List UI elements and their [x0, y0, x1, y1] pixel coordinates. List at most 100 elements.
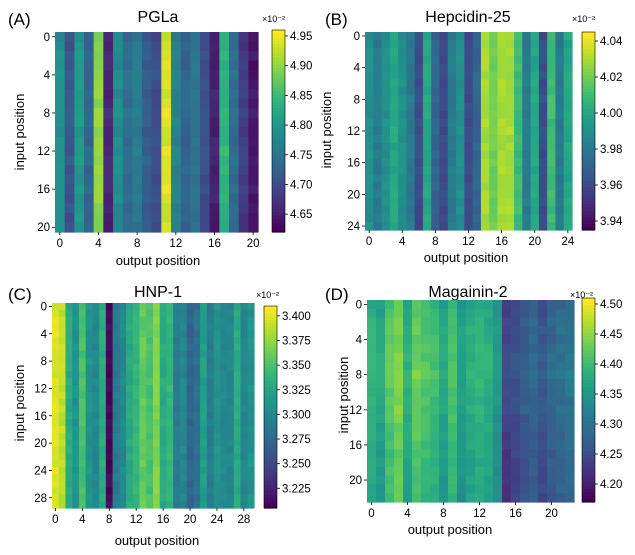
- colorbar-segment: [582, 440, 595, 445]
- heatmap-cell: [489, 127, 499, 136]
- heatmap-cell: [200, 391, 208, 400]
- heatmap-cell: [247, 378, 255, 386]
- colorbar-segment: [264, 413, 277, 418]
- heatmap-cell: [93, 165, 104, 176]
- heatmap-cell: [200, 405, 208, 413]
- heatmap-cell: [365, 39, 374, 49]
- heatmap-cell: [398, 63, 407, 73]
- colorbar-segment: [582, 51, 595, 56]
- heatmap-cell: [511, 308, 521, 319]
- y-tick-label: 4: [354, 63, 361, 75]
- heatmap-cell: [92, 405, 100, 413]
- heatmap-cell: [385, 405, 395, 415]
- heatmap-cell: [502, 343, 512, 354]
- heatmap-cell: [447, 119, 457, 128]
- heatmap-cell: [497, 79, 507, 89]
- y-axis-label: input position: [12, 365, 27, 442]
- heatmap-cell: [475, 440, 485, 450]
- heatmap-cell: [200, 203, 211, 214]
- colorbar-segment: [264, 457, 277, 462]
- heatmap-cell: [439, 71, 449, 81]
- heatmap-cell: [84, 136, 95, 147]
- heatmap-cell: [92, 357, 100, 366]
- heatmap-cell: [480, 198, 490, 207]
- heatmap-cell: [367, 458, 377, 468]
- heatmap-cell: [72, 364, 80, 372]
- heatmap-cell: [376, 343, 386, 354]
- colorbar-segment: [582, 345, 595, 350]
- heatmap-cell: [430, 317, 440, 327]
- heatmap-cell: [565, 440, 575, 450]
- heatmap-cell: [430, 379, 440, 389]
- heatmap-cell: [489, 158, 499, 168]
- heatmap-cell: [99, 446, 107, 454]
- heatmap-cell: [480, 71, 490, 81]
- heatmap-cell: [530, 182, 540, 191]
- heatmap-cell: [538, 326, 548, 336]
- heatmap-cell: [132, 70, 143, 81]
- heatmap-cell: [439, 222, 449, 231]
- heatmap-cell: [179, 453, 188, 461]
- colorbar-segment: [582, 144, 595, 149]
- heatmap-cell: [457, 449, 467, 459]
- colorbar-segment: [264, 390, 277, 395]
- heatmap-cell: [489, 87, 499, 96]
- heatmap-cell: [520, 300, 530, 310]
- colorbar-segment: [582, 434, 595, 438]
- heatmap-cell: [464, 150, 474, 160]
- heatmap-cell: [365, 150, 374, 160]
- heatmap-cell: [99, 453, 107, 461]
- heatmap-cell: [373, 95, 383, 104]
- heatmap-cell: [220, 487, 228, 495]
- colorbar-segment: [582, 383, 595, 387]
- heatmap-cell: [193, 467, 201, 475]
- heatmap-cell: [179, 460, 188, 468]
- heatmap-cell: [227, 309, 235, 318]
- heatmap-cell: [238, 212, 249, 224]
- heatmap-cell: [505, 190, 515, 199]
- heatmap-cell: [439, 166, 449, 176]
- heatmap-cell: [398, 150, 407, 160]
- heatmap-cell: [193, 357, 201, 366]
- heatmap-cell: [421, 317, 431, 327]
- heatmap-cell: [206, 330, 215, 338]
- heatmap-cell: [381, 32, 391, 41]
- heatmap-cell: [394, 343, 404, 354]
- heatmap-cell: [113, 184, 124, 195]
- heatmap-cell: [412, 431, 422, 442]
- heatmap-cell: [193, 371, 201, 379]
- heatmap-cell: [457, 326, 467, 336]
- heatmap-cell: [448, 475, 458, 486]
- panel-label: (A): [8, 10, 31, 29]
- heatmap-cell: [484, 352, 494, 363]
- heatmap-cell: [248, 165, 259, 176]
- heatmap-cell: [489, 55, 499, 65]
- heatmap-cell: [422, 95, 432, 104]
- heatmap-cell: [64, 108, 75, 119]
- heatmap-cell: [159, 371, 168, 379]
- heatmap-cell: [92, 432, 100, 441]
- heatmap-cell: [555, 79, 565, 89]
- heatmap-cell: [78, 494, 87, 502]
- heatmap-cell: [139, 371, 147, 379]
- heatmap-cell: [219, 212, 230, 224]
- heatmap-cell: [229, 117, 240, 128]
- heatmap-cell: [227, 378, 235, 386]
- heatmap-cell: [166, 391, 174, 400]
- heatmap-cell: [64, 146, 75, 157]
- heatmap-cell: [439, 422, 449, 433]
- heatmap-cell: [475, 449, 485, 459]
- heatmap-cell: [65, 432, 73, 441]
- heatmap-cell: [563, 71, 573, 81]
- heatmap-cell: [240, 323, 248, 331]
- x-tick-label: 8: [134, 238, 140, 250]
- heatmap-cell: [112, 480, 120, 489]
- colorbar-segment: [272, 30, 285, 34]
- heatmap-cell: [209, 51, 220, 62]
- heatmap-cell: [247, 405, 255, 413]
- heatmap-cell: [112, 316, 120, 325]
- heatmap-cell: [529, 475, 539, 486]
- heatmap-cell: [466, 370, 476, 380]
- colorbar: 4.204.254.304.354.404.454.50: [581, 297, 622, 503]
- heatmap-cell: [146, 473, 154, 482]
